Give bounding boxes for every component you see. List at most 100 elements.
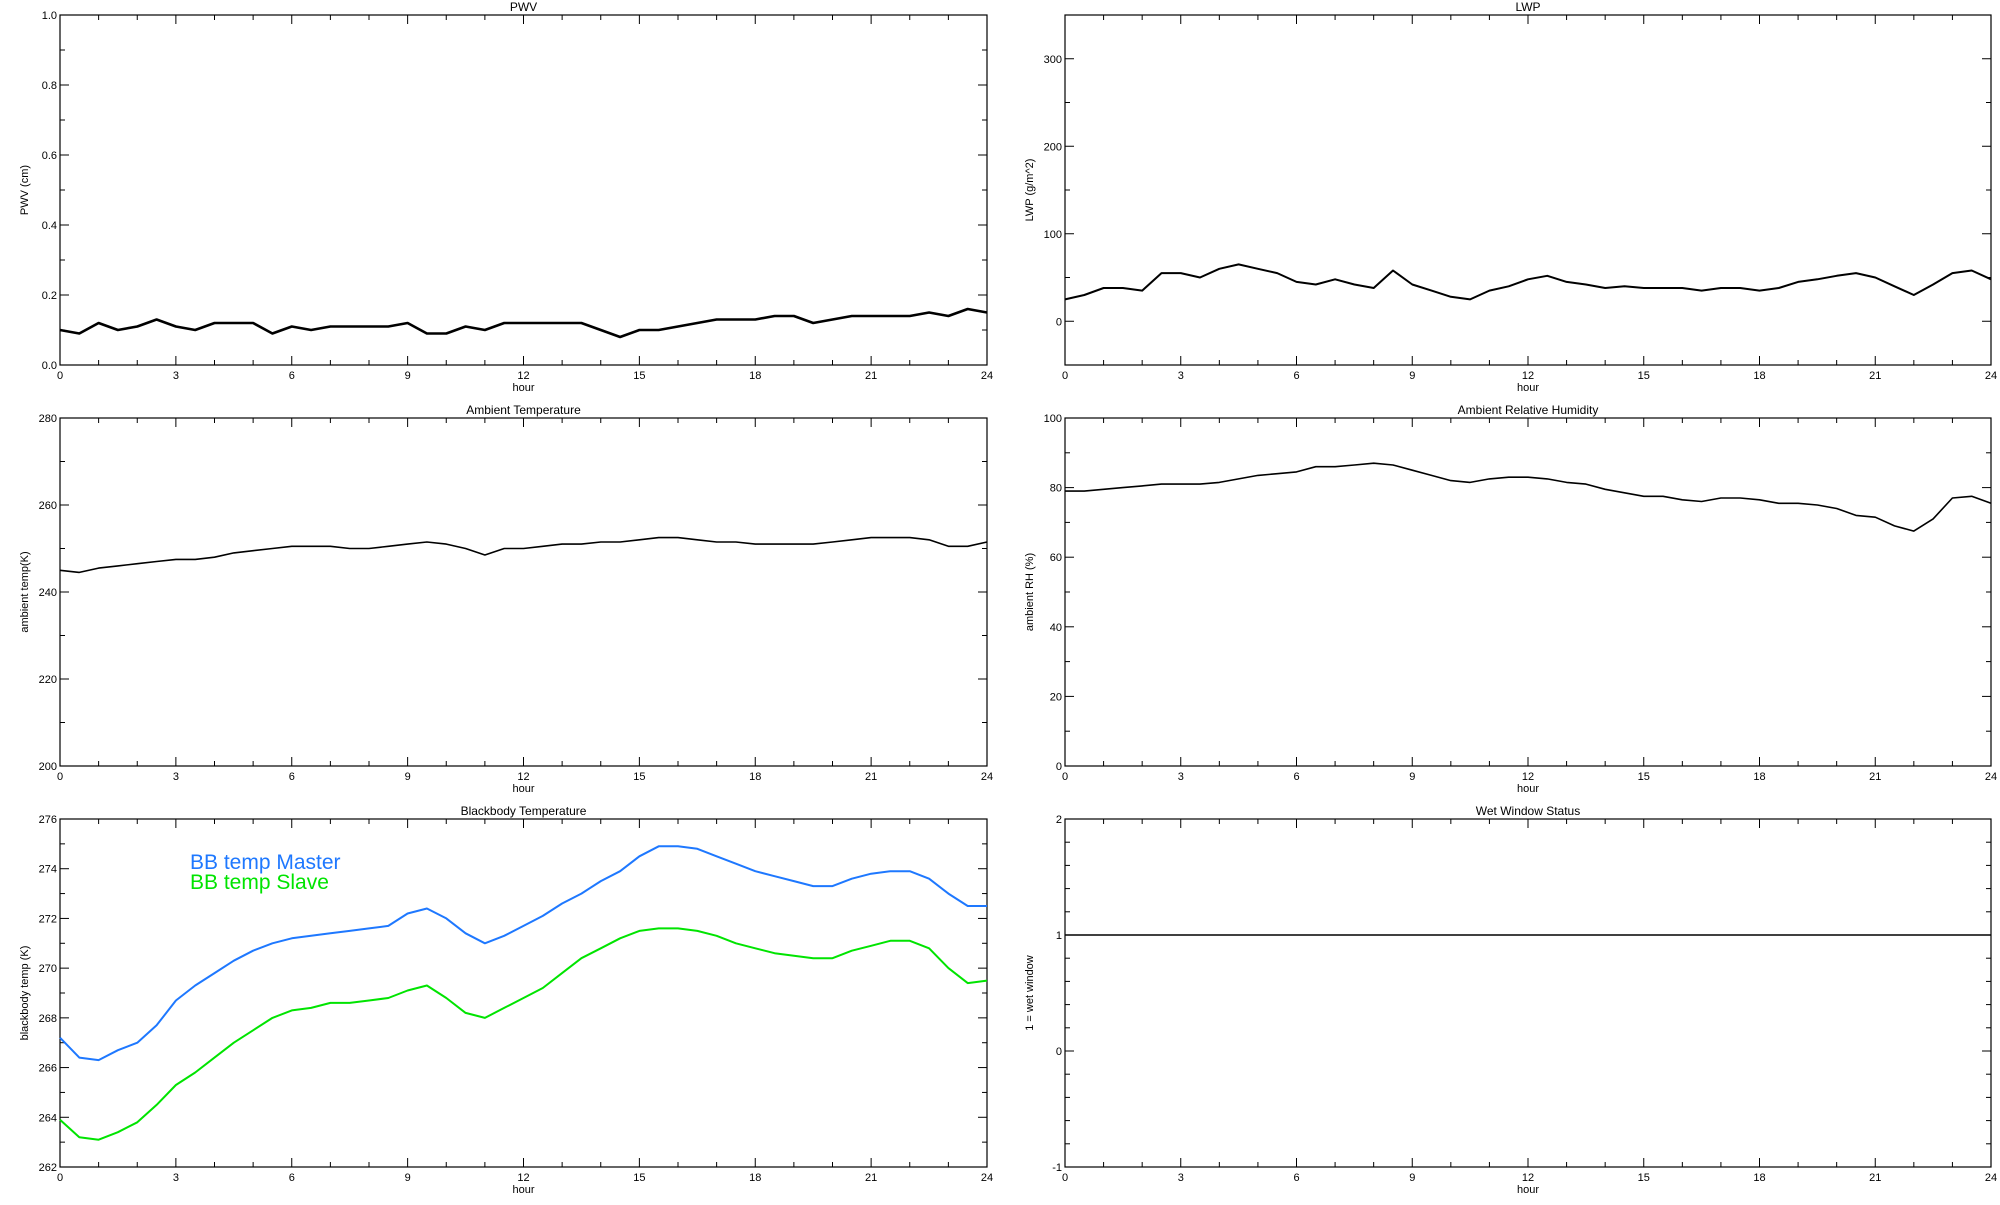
y-axis-label: ambient RH (%) bbox=[1024, 553, 1036, 631]
y-tick-label: 300 bbox=[1044, 54, 1062, 66]
y-tick-label: 40 bbox=[1050, 622, 1062, 634]
x-tick-label: 24 bbox=[1985, 370, 1997, 382]
y-tick-label: 2 bbox=[1056, 814, 1062, 826]
y-axis-label: blackbody temp (K) bbox=[19, 946, 31, 1041]
y-tick-label: 0.6 bbox=[42, 150, 57, 162]
chart-title: Wet Window Status bbox=[1476, 804, 1580, 818]
x-tick-label: 0 bbox=[1062, 771, 1068, 783]
y-axis-label: LWP (g/m^2) bbox=[1024, 159, 1036, 222]
y-tick-label: 262 bbox=[39, 1162, 57, 1174]
x-tick-label: 12 bbox=[1522, 1172, 1534, 1184]
x-tick-label: 12 bbox=[517, 370, 529, 382]
panel-pwv: PWV 0 3 6 9 12 15 18 21 24 hour 0.0 0.2 0.4 0.6 0.8 1.0 P… bbox=[19, 0, 993, 394]
y-axis-label: PWV (cm) bbox=[19, 165, 31, 215]
x-tick-label: 0 bbox=[57, 771, 63, 783]
y-tick-label: 264 bbox=[39, 1112, 57, 1124]
x-tick-label: 21 bbox=[1869, 1172, 1881, 1184]
y-tick-label: 60 bbox=[1050, 552, 1062, 564]
x-tick-label: 6 bbox=[1293, 370, 1299, 382]
x-tick-label: 24 bbox=[1985, 1172, 1997, 1184]
y-tick-label: 240 bbox=[39, 587, 57, 599]
legend-entry: BB temp Master bbox=[190, 851, 341, 874]
x-tick-label: 15 bbox=[1638, 771, 1650, 783]
x-tick-label: 3 bbox=[1178, 370, 1184, 382]
x-tick-label: 12 bbox=[1522, 370, 1534, 382]
plot-frame bbox=[1064, 417, 1992, 767]
chart-title: Ambient Relative Humidity bbox=[1458, 403, 1599, 417]
y-tick-label: 20 bbox=[1050, 691, 1062, 703]
y-tick-label: 268 bbox=[39, 1013, 57, 1025]
x-tick-label: 18 bbox=[749, 1172, 761, 1184]
x-axis-label: hour bbox=[1517, 1184, 1539, 1196]
x-tick-label: 24 bbox=[1985, 771, 1997, 783]
x-tick-label: 9 bbox=[405, 370, 411, 382]
y-tick-label: 100 bbox=[1044, 413, 1062, 425]
x-tick-label: 12 bbox=[517, 771, 529, 783]
y-tick-label: 220 bbox=[39, 674, 57, 686]
y-tick-label: 0 bbox=[1056, 316, 1062, 328]
plot-frame bbox=[59, 14, 988, 366]
y-tick-label: 272 bbox=[39, 913, 57, 925]
y-axis-label: ambient temp(K) bbox=[19, 551, 31, 632]
series-line bbox=[1064, 263, 1992, 301]
panel-lwp: LWP 0 3 6 9 12 15 18 21 24 hour 0 100 200 300 LWP (g/m^… bbox=[1024, 0, 1997, 394]
chart-title: Blackbody Temperature bbox=[461, 804, 587, 818]
plot-frame bbox=[59, 417, 988, 767]
y-tick-label: 1.0 bbox=[42, 10, 57, 22]
y-tick-label: 266 bbox=[39, 1063, 57, 1075]
series-line bbox=[1065, 462, 1992, 532]
x-axis-label: hour bbox=[512, 382, 534, 394]
series-line-bb-temp-slave bbox=[59, 927, 988, 1141]
x-tick-label: 0 bbox=[1062, 370, 1068, 382]
y-tick-label: 80 bbox=[1050, 483, 1062, 495]
y-tick-label: 0.2 bbox=[42, 290, 57, 302]
x-tick-label: 21 bbox=[865, 1172, 877, 1184]
x-axis-label: hour bbox=[512, 783, 534, 795]
x-tick-label: 21 bbox=[1869, 771, 1881, 783]
y-tick-label: 1 bbox=[1056, 930, 1062, 942]
y-tick-label: 260 bbox=[39, 500, 57, 512]
plot-frame bbox=[1064, 818, 1992, 1168]
x-tick-label: 18 bbox=[1753, 771, 1765, 783]
x-tick-label: 21 bbox=[1869, 370, 1881, 382]
x-tick-label: 21 bbox=[865, 771, 877, 783]
y-axis-label: 1 = wet window bbox=[1024, 955, 1036, 1031]
y-tick-label: 276 bbox=[39, 814, 57, 826]
x-tick-label: 18 bbox=[1753, 1172, 1765, 1184]
x-tick-label: 3 bbox=[173, 771, 179, 783]
series-line bbox=[59, 536, 988, 574]
legend-entry: BB temp Slave bbox=[190, 871, 329, 894]
x-tick-label: 3 bbox=[1178, 771, 1184, 783]
x-tick-label: 6 bbox=[289, 771, 295, 783]
x-tick-label: 6 bbox=[289, 370, 295, 382]
x-tick-label: 21 bbox=[865, 370, 877, 382]
y-tick-label: 100 bbox=[1044, 229, 1062, 241]
x-tick-label: 0 bbox=[1062, 1172, 1068, 1184]
panel-blackbody-temperature: Blackbody Temperature 0 3 6 9 12 15 18 21 24 hour 2… bbox=[19, 804, 993, 1196]
x-tick-label: 15 bbox=[633, 1172, 645, 1184]
x-tick-label: 0 bbox=[57, 1172, 63, 1184]
x-tick-label: 24 bbox=[981, 370, 993, 382]
x-tick-label: 6 bbox=[289, 1172, 295, 1184]
x-tick-label: 9 bbox=[405, 1172, 411, 1184]
series-line bbox=[59, 307, 988, 339]
y-tick-label: 0.0 bbox=[42, 360, 57, 372]
x-tick-label: 9 bbox=[1409, 1172, 1415, 1184]
x-tick-label: 18 bbox=[749, 370, 761, 382]
x-axis-label: hour bbox=[512, 1184, 534, 1196]
x-axis-label: hour bbox=[1517, 783, 1539, 795]
x-tick-label: 18 bbox=[749, 771, 761, 783]
x-tick-label: 15 bbox=[1638, 1172, 1650, 1184]
panel-ambient-temperature: Ambient Temperature 0 3 6 9 12 15 18 21 24 hour 200… bbox=[19, 403, 993, 795]
plot-frame bbox=[1064, 14, 1992, 366]
y-tick-label: 270 bbox=[39, 963, 57, 975]
x-tick-label: 12 bbox=[517, 1172, 529, 1184]
series-line-bb-temp-master bbox=[59, 845, 987, 1062]
y-tick-label: 0.4 bbox=[42, 220, 57, 232]
panel-ambient-relative-humidity: Ambient Relative Humidity 0 3 6 9 12 15 18 21 24 h… bbox=[1024, 403, 1997, 795]
x-tick-label: 12 bbox=[1522, 771, 1534, 783]
x-tick-label: 9 bbox=[1409, 771, 1415, 783]
x-tick-label: 24 bbox=[981, 771, 993, 783]
y-tick-label: 200 bbox=[1044, 141, 1062, 153]
